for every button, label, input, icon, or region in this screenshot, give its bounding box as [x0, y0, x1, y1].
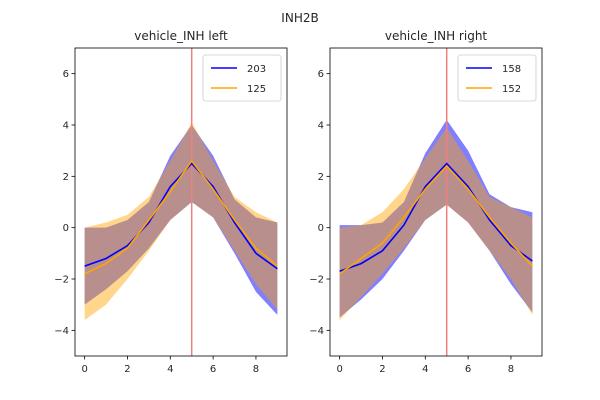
- y-tick-label: 2: [318, 172, 324, 183]
- x-tick-label: 8: [253, 364, 259, 375]
- confidence-band-152: [339, 127, 533, 321]
- x-tick-label: 4: [422, 364, 428, 375]
- y-tick-label: 2: [63, 172, 69, 183]
- legend-box: [202, 54, 282, 102]
- panel-title: vehicle_INH right: [385, 29, 488, 43]
- series-line-158: [339, 162, 533, 273]
- x-tick-label: 6: [210, 364, 216, 375]
- y-tick-label: 0: [318, 223, 324, 234]
- y-tick-label: 4: [63, 121, 69, 132]
- legend-label-203: 203: [247, 64, 266, 75]
- legend-label-158: 158: [502, 64, 521, 75]
- y-tick-label: 6: [318, 69, 324, 80]
- x-tick-label: 8: [508, 364, 514, 375]
- legend-box: [457, 54, 537, 102]
- x-tick-label: 2: [379, 364, 385, 375]
- x-tick-label: 2: [124, 364, 130, 375]
- series-line-152: [339, 164, 533, 275]
- y-tick-label: 0: [63, 223, 69, 234]
- legend: 158 152: [457, 54, 537, 102]
- axes-frame: [329, 47, 543, 357]
- figure-suptitle: INH2B: [281, 11, 318, 25]
- x-tick-label: 0: [336, 364, 342, 375]
- series-line-125: [84, 159, 278, 275]
- x-tick-label: 6: [465, 364, 471, 375]
- legend-label-152: 152: [502, 84, 521, 95]
- legend: 203 125: [202, 54, 282, 102]
- confidence-band-158: [339, 119, 533, 318]
- confidence-band-125: [84, 122, 278, 321]
- panel-title: vehicle_INH left: [134, 29, 228, 43]
- x-tick-label: 4: [167, 364, 173, 375]
- legend-label-125: 125: [247, 84, 266, 95]
- x-tick-label: 0: [81, 364, 87, 375]
- y-tick-label: 6: [63, 69, 69, 80]
- panel-left: vehicle_INH left 0 2 4 6 8 −4 −2 0 2 4 6 203 125: [54, 29, 288, 375]
- y-tick-label: −2: [309, 275, 324, 286]
- y-tick-label: −2: [54, 275, 69, 286]
- y-tick-label: 4: [318, 121, 324, 132]
- axes-frame: [74, 47, 288, 357]
- confidence-band-203: [84, 125, 278, 315]
- y-tick-label: −4: [309, 326, 324, 337]
- panel-right: vehicle_INH right 0 2 4 6 8 −4 −2 0 2 4 6 158 152: [309, 29, 543, 375]
- y-tick-label: −4: [54, 326, 69, 337]
